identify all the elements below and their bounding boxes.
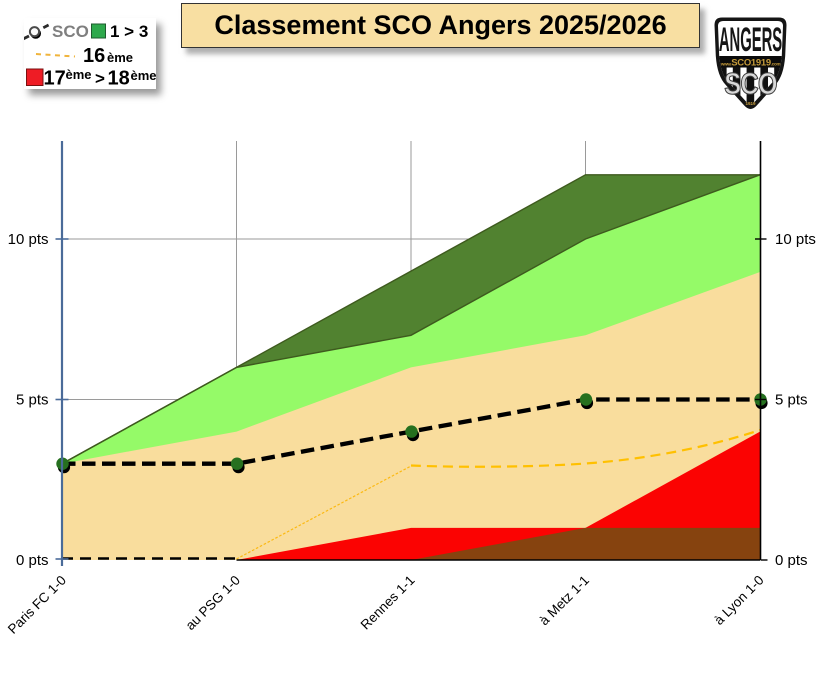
svg-text:5 pts: 5 pts <box>775 392 808 409</box>
svg-text:17: 17 <box>44 68 66 90</box>
svg-text:à Lyon 1-0: à Lyon 1-0 <box>711 573 766 628</box>
svg-text:Rennes 1-1: Rennes 1-1 <box>358 573 418 633</box>
svg-text:18: 18 <box>108 68 130 90</box>
svg-text:16: 16 <box>83 45 105 67</box>
svg-text:ème: ème <box>66 67 92 82</box>
svg-text:0 pts: 0 pts <box>775 552 808 569</box>
svg-text:ANGERS: ANGERS <box>719 20 782 59</box>
svg-text:ème: ème <box>107 50 133 65</box>
svg-text:10 pts: 10 pts <box>775 231 816 248</box>
svg-text:Paris FC 1-0: Paris FC 1-0 <box>5 573 69 637</box>
svg-text:10 pts: 10 pts <box>8 231 49 248</box>
svg-text:SCO: SCO <box>52 22 89 41</box>
svg-text:au PSG 1-0: au PSG 1-0 <box>183 573 243 633</box>
svg-text:0 pts: 0 pts <box>16 552 49 569</box>
svg-text:1 > 3: 1 > 3 <box>110 22 148 41</box>
svg-text:>: > <box>95 69 105 88</box>
svg-text:SCO: SCO <box>724 67 777 102</box>
svg-text:5 pts: 5 pts <box>16 392 49 409</box>
svg-text:ème: ème <box>131 68 157 83</box>
svg-text:1919: 1919 <box>745 101 756 106</box>
svg-text:www.SCO1919.com: www.SCO1919.com <box>720 58 781 69</box>
svg-text:à Metz 1-1: à Metz 1-1 <box>536 573 592 629</box>
